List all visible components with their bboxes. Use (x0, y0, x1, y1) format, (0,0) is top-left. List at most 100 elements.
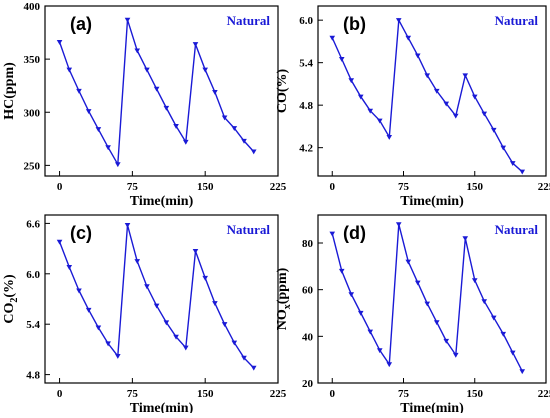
data-point (519, 369, 526, 375)
data-point (66, 67, 73, 73)
y-tick-label: 400 (24, 1, 41, 13)
data-point (414, 280, 421, 286)
data-point (56, 40, 63, 45)
data-point (414, 53, 421, 59)
y-tick-label: 350 (24, 54, 41, 66)
legend-label: Natural (227, 13, 271, 28)
series-line (331, 224, 523, 372)
y-tick-label: 300 (24, 107, 41, 119)
data-point (221, 115, 228, 121)
panel-d: 0 75 150 225 20 40 60 80 Time(min) NOx(ppm) (d) Nat… (275, 214, 550, 416)
data-point (192, 249, 199, 254)
data-point (231, 126, 238, 131)
y-axis-title: CO(%) (275, 69, 290, 114)
y-axis-title: NOx(ppm) (275, 267, 293, 330)
data-point (250, 365, 257, 371)
data-point (250, 149, 257, 155)
y-axis-title: HC(ppm) (2, 62, 17, 120)
data-point (386, 134, 393, 140)
data-point (221, 322, 228, 327)
data-point (443, 338, 450, 344)
data-point (212, 301, 218, 306)
y-tick-label: 6.0 (299, 15, 313, 27)
data-point (490, 127, 497, 133)
plot-frame (317, 5, 547, 177)
data-point (115, 354, 121, 359)
data-point (348, 78, 355, 84)
data-point (490, 315, 497, 321)
data-point (405, 35, 412, 41)
x-tick-label: 75 (398, 181, 410, 193)
x-tick-label: 225 (538, 181, 550, 193)
panel-label: (b) (343, 14, 366, 34)
data-point (153, 303, 160, 309)
panel-b: 0 75 150 225 4.2 4.8 5.4 6.0 Time(min) CO(%) (b) Na… (275, 5, 550, 209)
y-tick-label: 5.4 (26, 319, 40, 331)
data-point (173, 123, 179, 129)
y-tick-label: 40 (302, 331, 314, 343)
data-point (500, 145, 507, 151)
y-tick-label: 6.6 (26, 218, 40, 230)
data-point (66, 264, 73, 270)
data-point (424, 301, 431, 307)
data-point (424, 73, 431, 79)
plot-frame (317, 214, 547, 384)
data-point (85, 109, 92, 114)
data-point (231, 340, 238, 346)
data-point (95, 127, 102, 133)
data-point (76, 288, 82, 294)
data-point (338, 268, 345, 274)
data-point (481, 111, 488, 117)
data-point (105, 341, 111, 347)
data-point (462, 73, 469, 79)
x-tick-label: 150 (467, 181, 484, 193)
data-point (182, 345, 189, 351)
data-point (471, 278, 478, 284)
x-tick-label: 0 (330, 388, 336, 400)
y-tick-label: 20 (302, 378, 314, 390)
y-tick-label: 250 (24, 160, 41, 172)
data-point (202, 67, 208, 73)
x-tick-label: 150 (467, 388, 484, 400)
series-line (58, 19, 255, 167)
data-point (115, 162, 121, 168)
x-tick-label: 225 (270, 181, 287, 193)
y-tick-label: 60 (302, 285, 314, 297)
data-point (329, 35, 336, 41)
data-point (56, 239, 63, 245)
x-tick-label: 150 (197, 181, 214, 193)
data-point (105, 145, 111, 151)
x-tick-label: 150 (197, 388, 214, 400)
data-point (134, 259, 141, 264)
data-point (395, 222, 402, 228)
data-point (124, 17, 131, 23)
data-point (481, 299, 488, 305)
x-tick-label: 0 (57, 181, 63, 193)
data-point (452, 352, 459, 358)
data-point (144, 284, 150, 290)
panel-c: 0 75 150 225 4.8 5.4 6.0 6.6 Time(min) CO2(%) (c) N… (2, 214, 287, 416)
y-tick-label: 4.8 (299, 100, 313, 112)
series-line (58, 224, 255, 369)
data-point (367, 108, 374, 114)
data-point (163, 105, 170, 111)
panel-label: (d) (343, 223, 366, 243)
y-tick-label: 5.4 (299, 58, 313, 70)
panel-label: (a) (70, 14, 92, 34)
data-point (192, 42, 199, 48)
data-point (471, 94, 478, 100)
data-point (144, 67, 150, 73)
legend-label: Natural (227, 222, 271, 237)
data-point (376, 118, 383, 124)
legend-label: Natural (495, 13, 539, 28)
x-tick-label: 75 (398, 388, 410, 400)
x-tick-label: 0 (57, 388, 63, 400)
data-point (519, 169, 526, 175)
panel-a: 0 75 150 225 250 300 350 400 Time(min) HC(ppm) (a)… (2, 1, 287, 209)
x-tick-label: 225 (270, 388, 287, 400)
data-point (443, 101, 450, 107)
y-tick-label: 4.8 (26, 370, 40, 382)
data-point (329, 231, 336, 237)
